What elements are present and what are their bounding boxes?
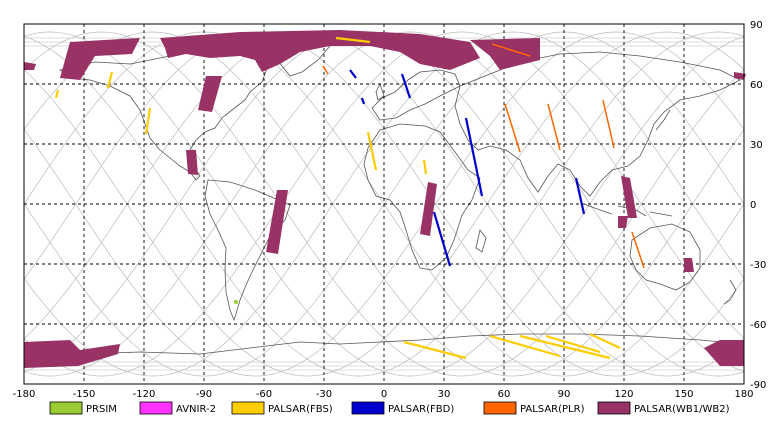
plr-swath-2: [547, 103, 561, 151]
fbs-swath-8: [489, 334, 561, 358]
wb-swath-east-edge: [734, 72, 746, 80]
lat-tick-label: 30: [750, 140, 763, 151]
lon-tick-label: 180: [734, 389, 753, 400]
wb-swaths: [24, 30, 746, 368]
wb-swath-africa: [420, 182, 437, 236]
wb-swath-borneo: [621, 176, 637, 218]
fbd-swath-5: [349, 69, 357, 79]
plr-swath-6: [322, 65, 329, 75]
wb-swath-antarctic-east: [704, 340, 744, 366]
madagascar-coast: [475, 229, 487, 253]
fbd-swath-4: [400, 73, 412, 99]
lon-tick-label: 120: [614, 389, 633, 400]
legend-swatch: [483, 401, 517, 415]
lat-tick-label: -90: [750, 380, 766, 391]
fbs-swath-3: [54, 89, 60, 99]
new-zealand-coast: [723, 279, 737, 305]
fbd-swath-1: [464, 117, 484, 197]
lat-tick-label: 60: [750, 80, 763, 91]
fbs-swath-9: [519, 334, 611, 360]
legend-label: PALSAR(FBS): [268, 404, 333, 415]
fbd-swath-6: [360, 97, 366, 105]
fbs-swath-1: [106, 71, 114, 89]
prism-swaths: [234, 300, 238, 304]
wb-swath-arctic-band: [160, 30, 480, 72]
orbit-track: [23, 31, 745, 377]
lon-tick-label: -60: [256, 389, 272, 400]
africa-coast: [363, 123, 481, 271]
fbs-swath-11: [589, 333, 621, 349]
lon-tick-label: 90: [558, 389, 571, 400]
wb-swath-canada: [198, 76, 222, 112]
legend-label: PALSAR(WB1/WB2): [634, 404, 730, 415]
lon-tick-label: 30: [438, 389, 451, 400]
australia-coast: [629, 223, 701, 291]
fbs-swath-4: [366, 131, 378, 171]
asia-coast: [454, 51, 741, 197]
lat-tick-label: 0: [750, 200, 756, 211]
plr-swath-4: [631, 231, 645, 269]
japan-coast: [655, 109, 671, 131]
lon-tick-label: 0: [381, 389, 387, 400]
fbd-swath-3: [574, 177, 586, 215]
legend-swatch: [351, 401, 385, 415]
lat-lon-grid: [24, 24, 744, 384]
orbit-track: [23, 31, 745, 377]
wb-swath-alaska: [60, 38, 140, 80]
legend-label: AVNIR-2: [176, 404, 216, 415]
lat-tick-label: -60: [750, 320, 766, 331]
plr-swath-3: [602, 99, 615, 149]
fbs-swath-5: [422, 159, 428, 175]
wb-swath-png: [618, 216, 628, 228]
plr-swath-5: [491, 43, 531, 57]
legend-label: PALSAR(PLR): [520, 404, 585, 415]
legend-label: PRSIM: [86, 404, 117, 415]
fbd-swaths: [349, 69, 586, 267]
observation-swaths: [24, 30, 746, 368]
latitude-ticks: 90 60 30 0 -30 -60 -90: [750, 20, 766, 391]
lon-tick-label: -150: [73, 389, 96, 400]
plr-swaths: [322, 43, 645, 269]
fbs-swath-7: [403, 340, 467, 360]
fbs-swaths: [54, 36, 621, 360]
wb-swath-arctic-east: [470, 38, 540, 70]
lat-tick-label: -30: [750, 260, 766, 271]
wb-swath-antarctic-west: [24, 340, 120, 368]
legend-swatch: [231, 401, 265, 415]
legend-label: PALSAR(FBD): [388, 404, 454, 415]
legend: PRSIM AVNIR-2 PALSAR(FBS) PALSAR(FBD) PALSAR…: [49, 401, 730, 415]
lon-tick-label: 60: [498, 389, 511, 400]
wb-swath-south-america: [266, 190, 288, 254]
plot-frame: [23, 23, 745, 385]
legend-swatch: [597, 401, 631, 415]
orbit-track: [23, 31, 745, 377]
plr-swath-1: [504, 103, 521, 153]
wb-swath-west-edge: [24, 62, 36, 70]
south-america-coast: [204, 179, 291, 322]
lon-tick-label: 150: [674, 389, 693, 400]
fbd-swath-2: [432, 211, 452, 267]
legend-swatch: [49, 401, 83, 415]
fbs-swath-6: [335, 36, 371, 44]
lon-tick-label: -30: [316, 389, 332, 400]
fbs-swath-2: [144, 107, 152, 135]
lon-tick-label: -180: [13, 389, 36, 400]
legend-swatch: [139, 401, 173, 415]
antarctica-coast: [23, 333, 745, 357]
indonesia-coast: [583, 203, 673, 217]
fbs-swath-10: [545, 334, 601, 354]
wb-swath-mexico: [186, 150, 198, 175]
longitude-ticks: -180 -150 -120 -90 -60 -30 0 30 60 90 120 150 180: [13, 389, 754, 400]
lat-tick-label: 90: [750, 20, 763, 31]
prism-swath-1: [234, 300, 238, 304]
lon-tick-label: -120: [133, 389, 156, 400]
wb-swath-australia: [684, 258, 694, 272]
lon-tick-label: -90: [196, 389, 212, 400]
